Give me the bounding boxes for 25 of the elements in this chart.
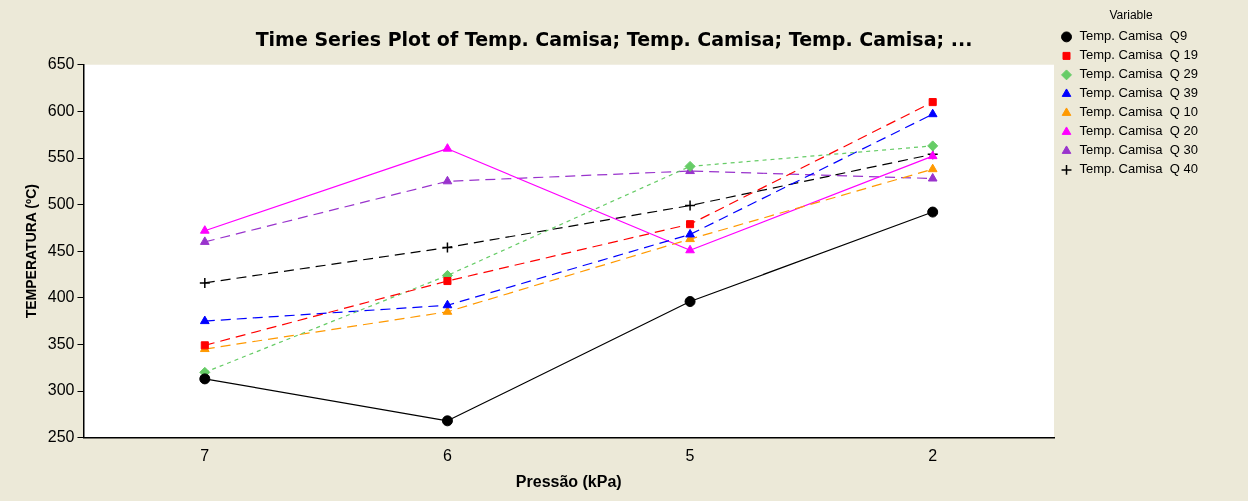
x-tick-label: 5 xyxy=(685,446,695,464)
x-tick-label: 2 xyxy=(928,446,938,464)
y-tick-label: 550 xyxy=(47,148,75,166)
y-tick-label: 500 xyxy=(47,195,75,213)
legend-label: Temp. Camisa Q 30 xyxy=(1079,142,1199,158)
y-tick-label: 650 xyxy=(47,55,75,73)
x-axis-title: Pressão (kPa) xyxy=(515,472,622,490)
x-tick-label: 6 xyxy=(442,446,452,464)
legend-label: Temp. Camisa Q 39 xyxy=(1079,85,1199,101)
y-tick-label: 300 xyxy=(47,381,75,399)
legend-label: Temp. Camisa Q 29 xyxy=(1079,66,1199,82)
chart-title: Time Series Plot of Temp. Camisa; Temp. Camisa; Temp. Camisa; ... xyxy=(255,28,973,51)
legend-title: Variable xyxy=(1109,8,1153,23)
y-axis-title: TEMPERATURA (ºC) xyxy=(23,184,40,319)
legend-label: Temp. Camisa Q9 xyxy=(1079,28,1188,44)
legend-label: Temp. Camisa Q 40 xyxy=(1079,161,1199,177)
y-tick-label: 450 xyxy=(47,241,75,259)
x-tick-label: 7 xyxy=(200,446,210,464)
legend-label: Temp. Camisa Q 20 xyxy=(1079,123,1199,139)
y-tick-label: 600 xyxy=(47,101,75,119)
y-tick-label: 250 xyxy=(47,428,75,446)
y-tick-label: 400 xyxy=(47,288,75,306)
y-tick-label: 350 xyxy=(47,334,75,352)
legend-label: Temp. Camisa Q 10 xyxy=(1079,104,1199,120)
legend-label: Temp. Camisa Q 19 xyxy=(1079,47,1199,63)
